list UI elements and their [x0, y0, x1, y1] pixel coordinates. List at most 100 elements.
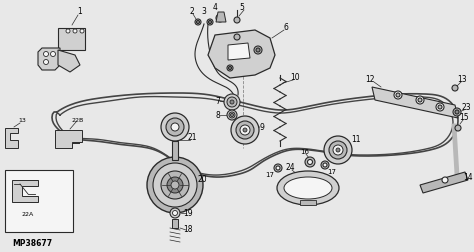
Circle shape	[453, 108, 461, 116]
Circle shape	[436, 103, 444, 111]
Polygon shape	[372, 87, 458, 118]
Ellipse shape	[277, 171, 339, 205]
Polygon shape	[208, 30, 275, 78]
Circle shape	[329, 141, 347, 159]
Polygon shape	[172, 219, 178, 228]
Text: 19: 19	[183, 208, 193, 217]
Bar	[5, 170, 73, 232]
Polygon shape	[58, 28, 85, 50]
Circle shape	[147, 157, 203, 213]
Text: 22A: 22A	[22, 212, 34, 217]
Circle shape	[228, 67, 231, 70]
Text: 15: 15	[459, 113, 469, 122]
Circle shape	[207, 19, 213, 25]
Circle shape	[167, 177, 183, 193]
Circle shape	[197, 20, 200, 23]
Circle shape	[416, 96, 424, 104]
Circle shape	[396, 93, 400, 97]
Polygon shape	[55, 130, 82, 148]
Circle shape	[321, 161, 329, 169]
Polygon shape	[216, 12, 226, 22]
Circle shape	[44, 59, 48, 65]
Text: 18: 18	[183, 226, 193, 235]
Circle shape	[161, 171, 189, 199]
Circle shape	[305, 157, 315, 167]
Text: 10: 10	[290, 74, 300, 82]
Text: 4: 4	[212, 4, 218, 13]
Polygon shape	[420, 172, 468, 193]
Polygon shape	[172, 141, 178, 160]
Text: 5: 5	[239, 4, 245, 13]
Circle shape	[166, 118, 184, 136]
Text: 9: 9	[260, 122, 264, 132]
Circle shape	[234, 17, 240, 23]
Circle shape	[51, 51, 55, 56]
Ellipse shape	[284, 177, 332, 199]
Circle shape	[254, 46, 262, 54]
Polygon shape	[58, 50, 80, 72]
Circle shape	[80, 29, 84, 33]
Circle shape	[229, 112, 235, 118]
Circle shape	[224, 94, 240, 110]
Circle shape	[274, 164, 282, 172]
Circle shape	[276, 166, 280, 170]
Circle shape	[170, 208, 180, 218]
Text: 21: 21	[187, 134, 197, 142]
Circle shape	[227, 65, 233, 71]
Circle shape	[418, 98, 422, 102]
Polygon shape	[5, 128, 18, 148]
Text: 16: 16	[301, 149, 310, 155]
Text: 3: 3	[201, 8, 207, 16]
Text: 12: 12	[365, 76, 375, 84]
Circle shape	[171, 181, 179, 189]
Circle shape	[438, 105, 442, 109]
Text: 8: 8	[216, 110, 220, 119]
Circle shape	[234, 34, 240, 40]
Circle shape	[171, 123, 179, 131]
Text: 2: 2	[190, 8, 194, 16]
Text: 13: 13	[18, 117, 26, 122]
Circle shape	[324, 136, 352, 164]
Circle shape	[227, 110, 237, 120]
Circle shape	[394, 91, 402, 99]
Circle shape	[256, 48, 260, 52]
Circle shape	[230, 113, 234, 116]
Text: 11: 11	[351, 136, 361, 144]
Text: 17: 17	[328, 169, 337, 175]
Text: 6: 6	[283, 23, 289, 33]
Text: 22B: 22B	[72, 117, 84, 122]
Circle shape	[455, 110, 459, 114]
Circle shape	[336, 148, 340, 152]
Circle shape	[216, 14, 224, 22]
Polygon shape	[12, 180, 38, 202]
Circle shape	[231, 116, 259, 144]
Circle shape	[243, 128, 247, 132]
Circle shape	[236, 121, 254, 139]
Circle shape	[455, 125, 461, 131]
Text: MP38677: MP38677	[12, 238, 52, 247]
Text: 24: 24	[285, 164, 295, 173]
Text: 20: 20	[197, 175, 207, 184]
Circle shape	[173, 210, 177, 215]
Circle shape	[73, 29, 77, 33]
Circle shape	[308, 160, 312, 165]
Text: 1: 1	[78, 8, 82, 16]
Circle shape	[153, 163, 197, 207]
Text: 17: 17	[265, 172, 274, 178]
Circle shape	[442, 177, 448, 183]
Circle shape	[161, 113, 189, 141]
Circle shape	[333, 145, 343, 155]
Polygon shape	[38, 48, 60, 70]
Text: 23: 23	[461, 104, 471, 112]
Circle shape	[209, 20, 211, 23]
Circle shape	[323, 163, 327, 167]
Text: 13: 13	[457, 76, 467, 84]
Circle shape	[230, 100, 234, 104]
Text: 14: 14	[463, 173, 473, 182]
Polygon shape	[228, 43, 250, 60]
Circle shape	[452, 85, 458, 91]
Circle shape	[44, 51, 48, 56]
Circle shape	[195, 19, 201, 25]
Text: 7: 7	[216, 97, 220, 106]
Polygon shape	[300, 200, 316, 205]
